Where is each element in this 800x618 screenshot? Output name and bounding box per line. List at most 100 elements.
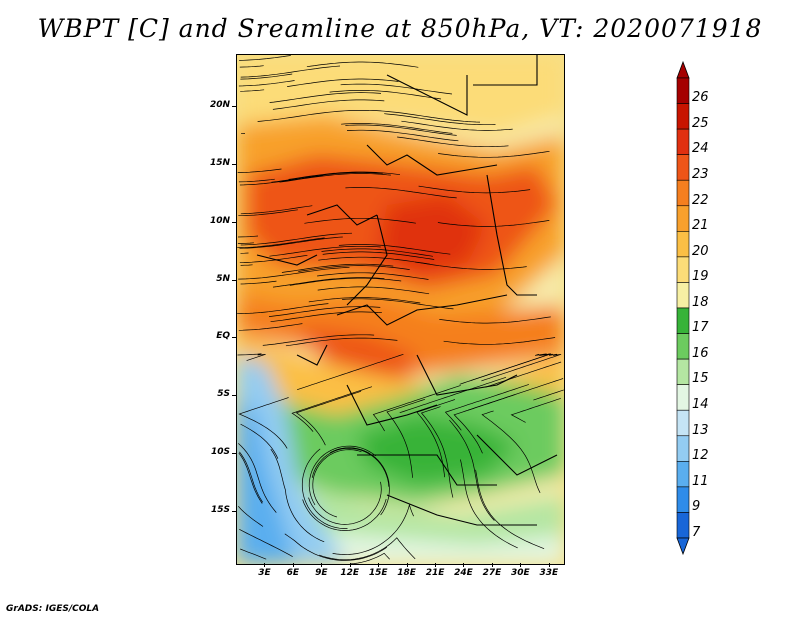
lon-tick: [264, 563, 266, 567]
colorbar-swatch: [676, 409, 690, 437]
streamline: [322, 251, 435, 260]
streamline: [346, 129, 459, 142]
colorbar: [676, 60, 690, 556]
streamline: [533, 389, 564, 401]
colorbar-label: 7: [692, 524, 701, 540]
streamline: [415, 261, 527, 270]
lon-label: 30E: [511, 568, 530, 578]
lat-label: 5S: [217, 389, 230, 400]
colorbar-swatch: [676, 128, 690, 155]
streamline: [240, 205, 313, 215]
colorbar-swatch: [676, 512, 690, 539]
colorbar-label: 22: [692, 192, 709, 208]
streamline: [240, 280, 277, 285]
streamline: [262, 334, 375, 346]
footer-credit: GrADS: IGES/COLA: [6, 604, 100, 614]
streamline: [308, 445, 377, 506]
streamline: [239, 528, 293, 558]
streamline: [289, 277, 402, 286]
lon-label: 9E: [315, 568, 328, 578]
colorbar-label: 26: [692, 90, 709, 106]
colorbar-swatch: [676, 179, 690, 207]
streamline: [238, 397, 289, 449]
streamline: [345, 124, 457, 136]
streamline: [318, 256, 430, 265]
streamline: [401, 120, 513, 131]
streamline: [386, 398, 426, 478]
lon-label: 12E: [340, 568, 360, 578]
lon-tick: [321, 563, 323, 567]
streamline: [295, 390, 362, 446]
streamline: [239, 65, 264, 68]
lon-label: 18E: [397, 568, 416, 578]
lon-tick: [378, 563, 380, 567]
lon-tick: [548, 563, 550, 567]
streamline: [239, 254, 308, 264]
streamline: [342, 298, 454, 310]
colorbar-label: 13: [692, 422, 709, 438]
streamline: [308, 297, 421, 304]
streamline: [475, 469, 545, 550]
streamline: [437, 220, 550, 227]
lat-label: 15N: [209, 157, 230, 168]
colorbar-swatch: [676, 103, 690, 130]
colorbar-swatch: [676, 333, 690, 360]
streamline: [321, 248, 433, 257]
colorbar-label: 12: [692, 448, 709, 464]
streamline: [485, 361, 562, 388]
lon-label: 33E: [539, 568, 559, 578]
lon-tick: [406, 563, 408, 567]
colorbar-label: 24: [692, 141, 709, 157]
colorbar-max-arrow: [676, 60, 690, 79]
lat-tick: [232, 221, 236, 223]
streamline: [287, 78, 399, 87]
lon-tick: [520, 563, 522, 567]
streamline: [302, 498, 387, 531]
streamline: [240, 264, 253, 266]
lon-tick: [349, 563, 351, 567]
streamline: [420, 406, 454, 498]
streamline: [510, 398, 561, 423]
streamline: [272, 277, 385, 288]
streamline: [238, 80, 295, 87]
streamline: [279, 173, 391, 183]
streamline: [240, 548, 267, 560]
streamline: [481, 410, 541, 494]
streamline: [239, 55, 291, 61]
lat-label: 10S: [210, 447, 230, 458]
colorbar-label: 21: [692, 218, 709, 234]
streamline: [350, 552, 390, 564]
streamline: [338, 244, 451, 255]
streamline: [341, 123, 453, 134]
streamline: [471, 353, 552, 381]
streamline: [332, 503, 414, 555]
streamline: [317, 272, 429, 280]
streamline: [270, 311, 382, 323]
streamline: [240, 232, 353, 246]
colorbar-label: 9: [692, 499, 701, 515]
colorbar-swatch: [676, 231, 690, 258]
streamline: [238, 452, 263, 504]
colorbar-swatch: [676, 205, 690, 232]
lat-tick: [232, 163, 236, 165]
streamline: [418, 185, 531, 194]
streamline: [285, 337, 398, 347]
streamline: [281, 263, 394, 273]
streamline: [304, 217, 416, 224]
streamline: [237, 237, 325, 249]
streamline: [449, 419, 495, 521]
streamline: [257, 110, 369, 122]
lat-tick: [232, 337, 236, 339]
streamline: [384, 113, 496, 126]
streamline: [240, 89, 265, 92]
streamline: [444, 384, 530, 431]
colorbar-min-arrow: [676, 537, 690, 556]
streamline: [416, 399, 456, 478]
lat-label: 15S: [210, 504, 230, 515]
streamline: [460, 459, 518, 549]
colorbar-swatch: [676, 282, 690, 309]
colorbar-label: 14: [692, 397, 709, 412]
lat-tick: [232, 106, 236, 108]
lon-label: 21E: [425, 568, 445, 578]
streamline: [269, 92, 382, 103]
